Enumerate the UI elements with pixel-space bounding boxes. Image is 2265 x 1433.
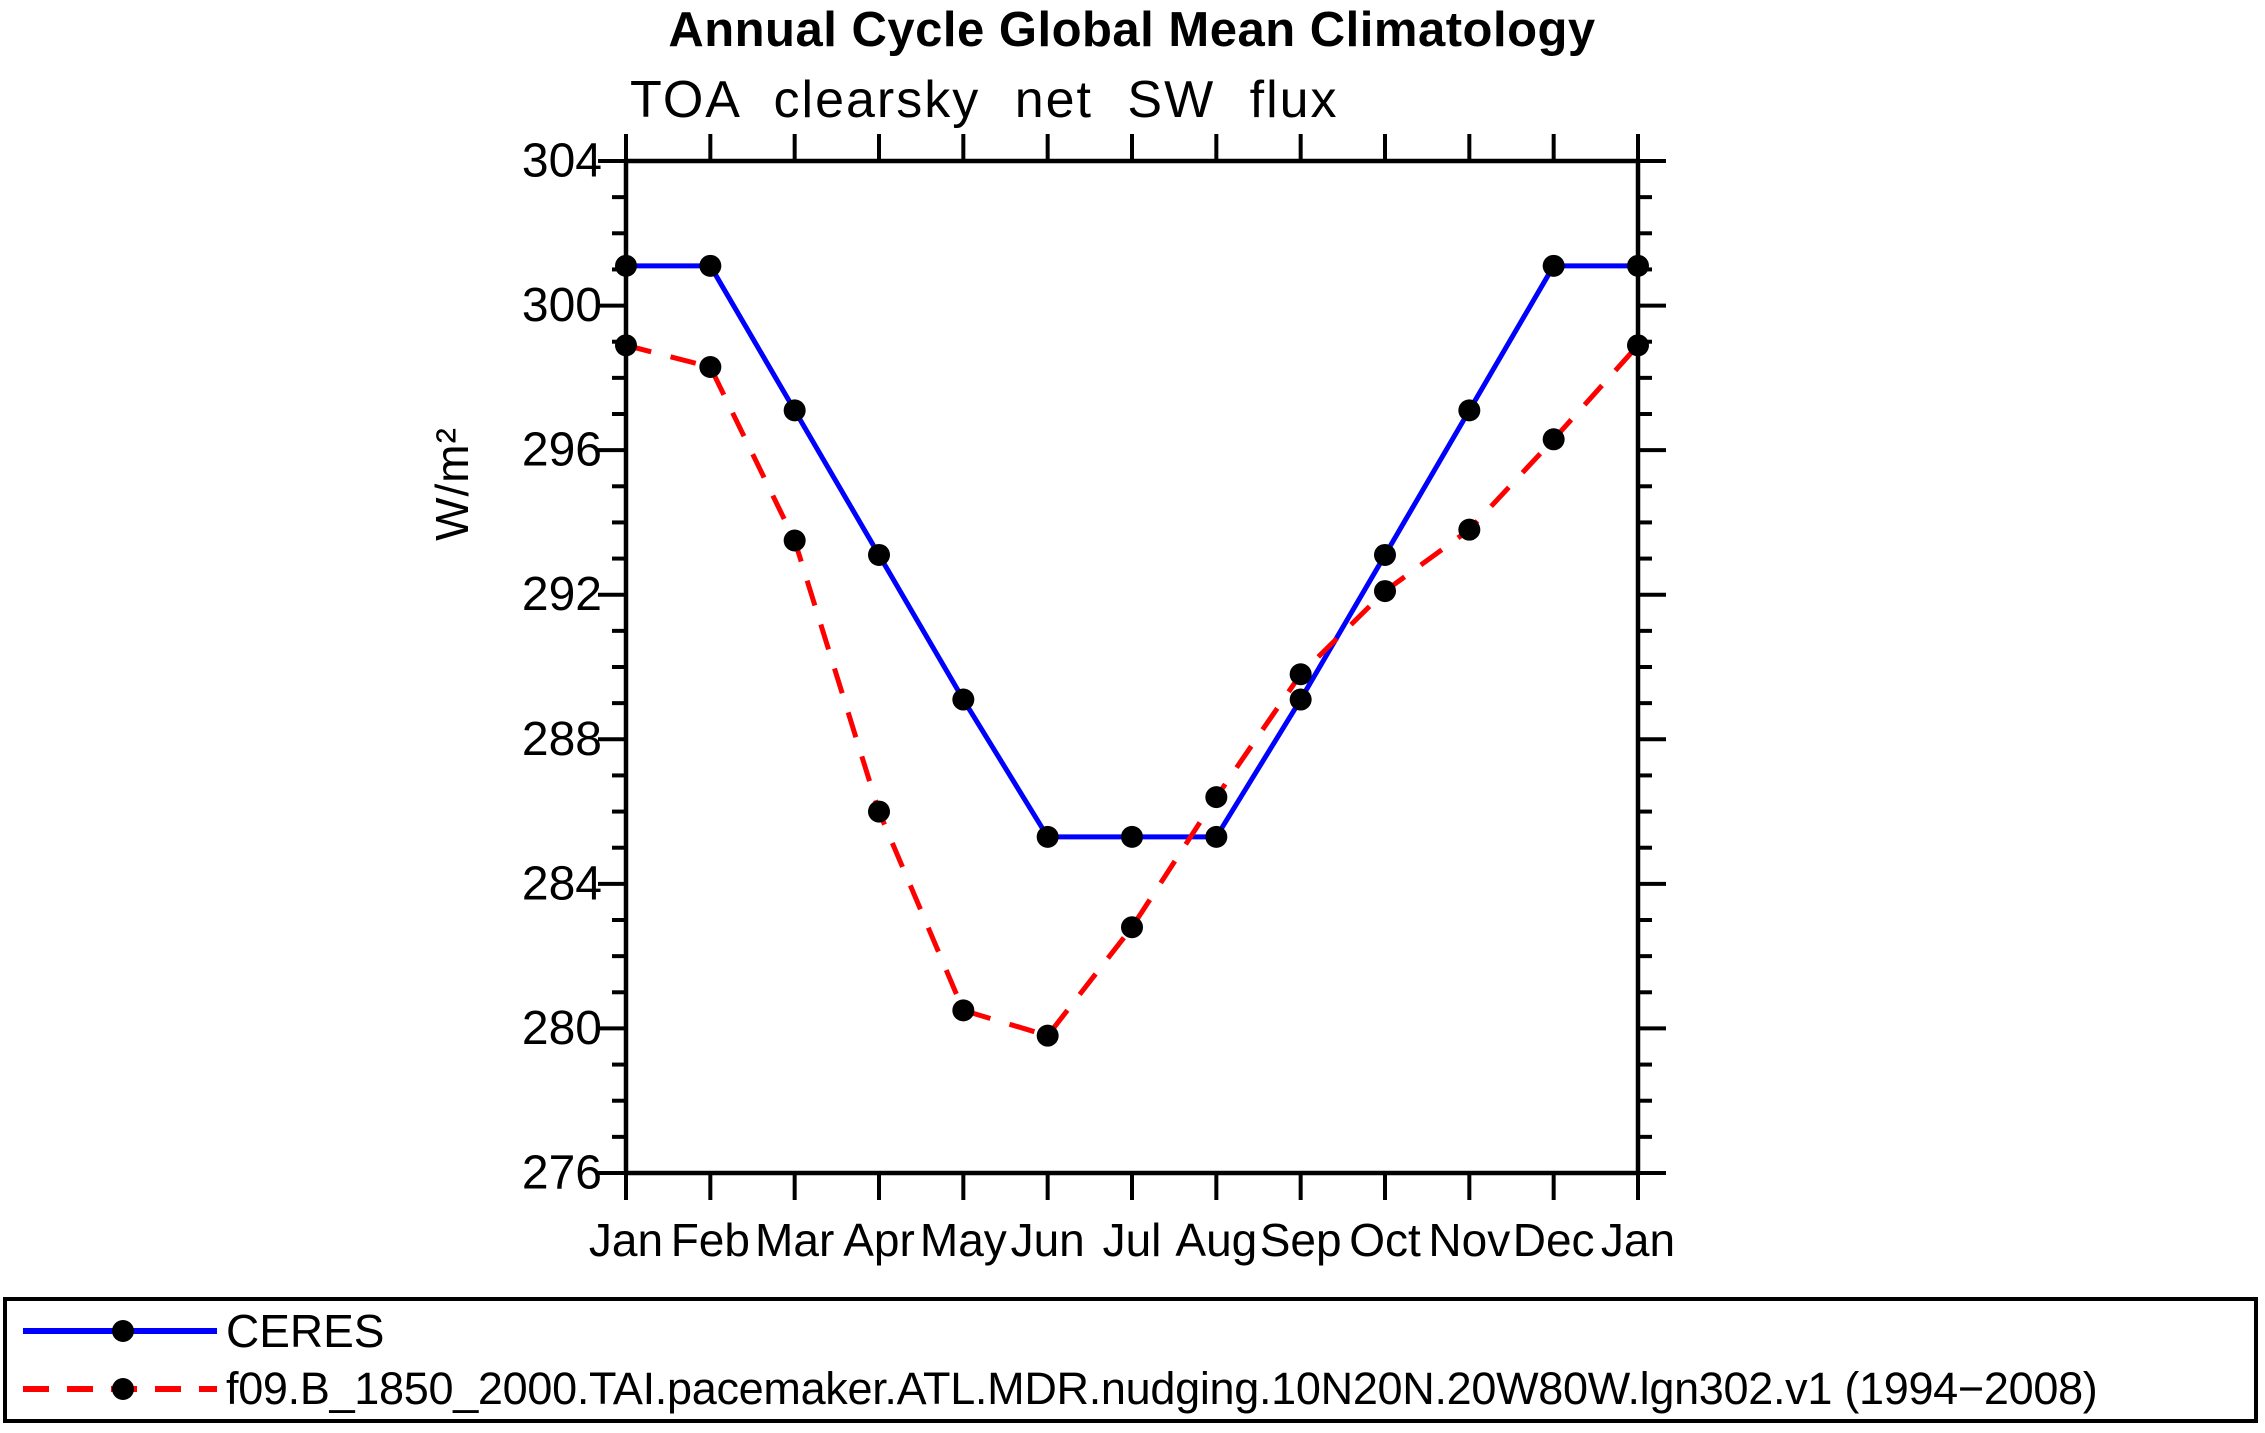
data-point: [1036, 1024, 1059, 1047]
legend-entry-ceres: CERES: [17, 1305, 384, 1357]
data-point: [868, 543, 890, 566]
data-point: [952, 999, 975, 1022]
x-tick-label: Nov: [1428, 1214, 1510, 1266]
legend-label-ceres: CERES: [226, 1305, 385, 1357]
data-point: [952, 688, 975, 711]
legend-swatch-dashed-line: [23, 1378, 217, 1400]
series-markers: [615, 254, 1649, 1047]
x-tick-label: Apr: [843, 1214, 915, 1266]
plot-frame: [623, 158, 1641, 1176]
x-tick-label: Sep: [1260, 1214, 1342, 1266]
x-tick-label: Oct: [1349, 1214, 1421, 1266]
x-tick-label: Jun: [1011, 1214, 1085, 1266]
data-point: [699, 356, 722, 379]
legend-box: CERES f09.B_1850_2000.TAI.pacemaker.ATL.…: [3, 1297, 2258, 1423]
data-point: [615, 334, 637, 357]
data-point: [1121, 916, 1143, 939]
data-point: [1458, 399, 1481, 422]
data-point: [783, 399, 806, 422]
data-point: [699, 254, 722, 277]
data-point: [1374, 580, 1396, 603]
y-tick-label: 280: [522, 1002, 602, 1055]
data-point: [1036, 825, 1059, 848]
x-tick-label: Jan: [1601, 1214, 1675, 1266]
x-tick-label: Feb: [671, 1214, 750, 1266]
data-point: [1289, 663, 1312, 686]
y-tick-label: 284: [522, 857, 602, 910]
y-tick-label: 288: [522, 713, 602, 766]
data-point: [1627, 334, 1649, 357]
data-point: [1205, 825, 1228, 848]
legend-label-model: f09.B_1850_2000.TAI.pacemaker.ATL.MDR.nu…: [226, 1363, 2098, 1414]
data-point: [1205, 786, 1228, 809]
axis-frame: [623, 158, 1641, 1176]
data-point: [1542, 428, 1565, 451]
legend-entry-model: f09.B_1850_2000.TAI.pacemaker.ATL.MDR.nu…: [17, 1363, 2098, 1415]
y-tick-label: 304: [522, 135, 602, 188]
data-point: [783, 529, 806, 552]
chart-subtitle: TOA clearsky net SW flux: [630, 71, 1339, 129]
chart-title: Annual Cycle Global Mean Climatology: [668, 3, 1596, 57]
data-point: [615, 254, 637, 277]
data-point: [1374, 543, 1396, 566]
x-tick-labels: Jan Feb Mar Apr May Jun Jul Aug Sep Oct Nov Dec Jan: [589, 1214, 1675, 1266]
y-tick-label: 276: [522, 1147, 602, 1200]
y-tick-label: 296: [522, 424, 602, 477]
x-tick-label: Jul: [1103, 1214, 1162, 1266]
x-tick-label: May: [920, 1214, 1007, 1266]
y-tick-labels: 276 280 284 288 292 296 300 304: [522, 135, 602, 1200]
data-point: [1542, 254, 1565, 277]
x-tick-label: Jan: [589, 1214, 663, 1266]
data-point: [1121, 825, 1143, 848]
x-tick-label: Mar: [755, 1214, 834, 1266]
x-tick-label: Dec: [1513, 1214, 1595, 1266]
data-point: [1627, 254, 1649, 277]
y-tick-label: 300: [522, 279, 602, 332]
x-tick-label: Aug: [1175, 1214, 1257, 1266]
data-point: [1289, 688, 1312, 711]
data-point: [868, 800, 890, 823]
axis-ticks: [598, 134, 1666, 1200]
data-point: [1458, 518, 1481, 541]
legend-swatch-solid-line: [23, 1320, 217, 1342]
y-tick-label: 292: [522, 568, 602, 621]
series-line-0: [626, 263, 1638, 840]
